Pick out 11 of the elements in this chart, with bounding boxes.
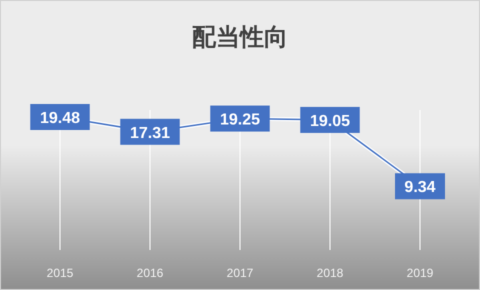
data-label: 19.48 (40, 110, 80, 127)
data-label: 19.05 (310, 112, 350, 130)
chart-title: 配当性向 (192, 24, 288, 51)
x-tick-label: 2016 (136, 266, 164, 280)
data-label: 19.25 (220, 112, 260, 129)
data-label: 17.31 (130, 124, 170, 142)
x-tick-label: 2015 (46, 266, 74, 280)
data-label: 9.34 (404, 179, 436, 196)
x-tick-label: 2018 (316, 266, 344, 280)
x-tick-label: 2019 (406, 266, 434, 280)
x-tick-label: 2017 (226, 266, 254, 280)
